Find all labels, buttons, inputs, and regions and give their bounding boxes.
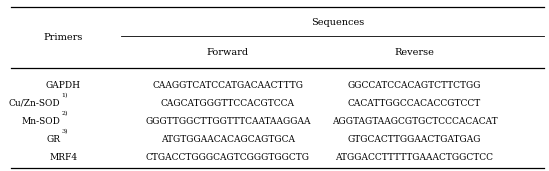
Text: Primers: Primers xyxy=(43,33,83,42)
Text: 2): 2) xyxy=(61,111,68,116)
Text: GAPDH: GAPDH xyxy=(46,81,81,90)
Text: Cu/Zn-SOD: Cu/Zn-SOD xyxy=(9,99,60,108)
Text: Mn-SOD: Mn-SOD xyxy=(21,117,60,126)
Text: CAAGGTCATCCATGACAACTTTG: CAAGGTCATCCATGACAACTTTG xyxy=(152,81,304,90)
Text: CTGACCTGGGCAGTCGGGTGGCTG: CTGACCTGGGCAGTCGGGTGGCTG xyxy=(146,153,310,162)
Text: GTGCACTTGGAACTGATGAG: GTGCACTTGGAACTGATGAG xyxy=(348,135,481,144)
Text: 1): 1) xyxy=(61,93,68,98)
Text: CACATTGGCCACACCGTCCT: CACATTGGCCACACCGTCCT xyxy=(348,99,481,108)
Text: 3): 3) xyxy=(61,129,68,134)
Text: Sequences: Sequences xyxy=(311,18,364,27)
Text: ATGGACCTTTTTGAAACTGGCTCC: ATGGACCTTTTTGAAACTGGCTCC xyxy=(335,153,494,162)
Text: GGGTTGGCTTGGTTTCAATAAGGAA: GGGTTGGCTTGGTTTCAATAAGGAA xyxy=(145,117,311,126)
Text: CAGCATGGGTTCCACGTCCA: CAGCATGGGTTCCACGTCCA xyxy=(161,99,295,108)
Text: GR: GR xyxy=(46,135,60,144)
Text: GGCCATCCACAGTCTTCTGG: GGCCATCCACAGTCTTCTGG xyxy=(348,81,481,90)
Text: AGGTAGTAAGCGTGCTCCCACACAT: AGGTAGTAAGCGTGCTCCCACACAT xyxy=(332,117,497,126)
Text: Reverse: Reverse xyxy=(395,48,434,57)
Text: ATGTGGAACACAGCAGTGCA: ATGTGGAACACAGCAGTGCA xyxy=(161,135,295,144)
Text: Forward: Forward xyxy=(207,48,249,57)
Text: MRF4: MRF4 xyxy=(49,153,77,162)
